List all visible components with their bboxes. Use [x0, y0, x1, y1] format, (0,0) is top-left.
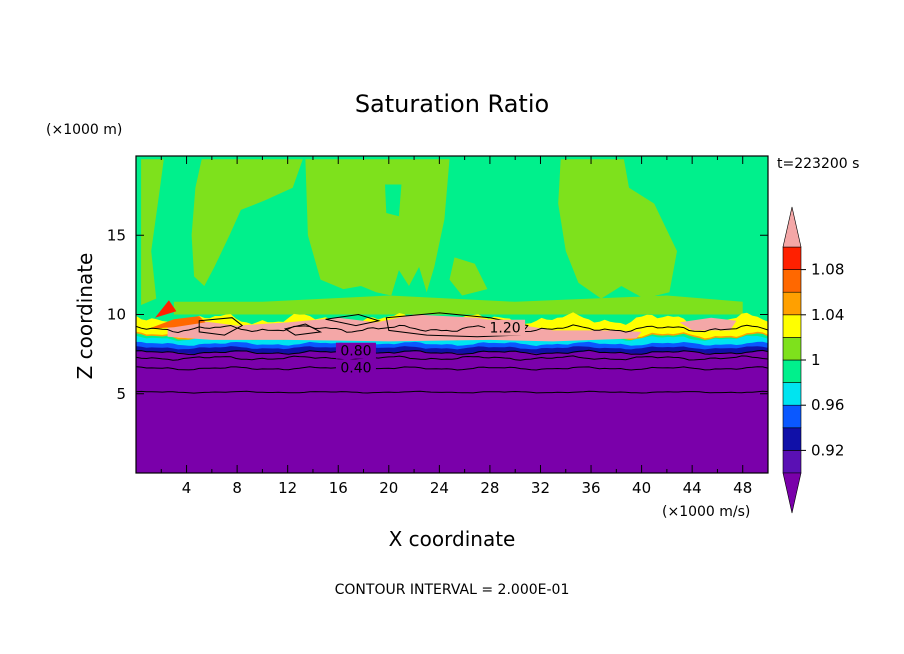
supersat-column — [305, 159, 450, 296]
subsat-hole — [385, 184, 402, 217]
x-tick-label: 24 — [430, 479, 449, 497]
x-tick-label: 4 — [182, 479, 192, 497]
contour-label-bg — [335, 342, 376, 359]
contour-label: 1.20 — [490, 321, 521, 337]
x-axis-unit: (×1000 m/s) — [662, 504, 750, 520]
supersat-column — [558, 159, 677, 299]
colorbar-tick-label: 1.08 — [811, 261, 844, 279]
colorbar-segment — [782, 291, 802, 316]
x-tick-label: 40 — [632, 479, 651, 497]
x-axis-title: X coordinate — [389, 527, 516, 551]
y-axis-ticks: 5 10 15 — [107, 226, 768, 403]
contour-label-bg — [335, 359, 376, 376]
y-tick-label: 10 — [107, 306, 126, 324]
colorbar-bottom-arrow — [782, 472, 802, 514]
colorbar-segment — [782, 404, 802, 429]
colorbar-segment — [782, 246, 802, 270]
colorbar-tick-label: 1.04 — [811, 306, 844, 324]
x-tick-label: 20 — [379, 479, 398, 497]
x-tick-label: 28 — [480, 479, 499, 497]
supersat-layer-red — [155, 300, 177, 318]
colorbar: 1.08 1.04 1 0.96 0.92 — [782, 206, 844, 514]
supersat-column — [141, 159, 164, 305]
x-tick-label: 44 — [683, 479, 702, 497]
contour-line — [136, 355, 768, 362]
colorbar-segment — [782, 450, 802, 474]
time-label: t=223200 s — [777, 156, 859, 172]
y-axis-title: Z coordinate — [73, 253, 97, 380]
contour-label-bg — [485, 319, 526, 336]
chart-title: Saturation Ratio — [355, 90, 549, 118]
x-tick-label: 12 — [278, 479, 297, 497]
contour-line — [283, 323, 323, 336]
y-axis-unit: (×1000 m) — [46, 122, 122, 138]
contour-line-layer: 0.400.80 1.20 — [136, 312, 768, 394]
contour-label: 0.40 — [340, 360, 371, 376]
contour-interval-note: CONTOUR INTERVAL = 2.000E-01 — [335, 582, 570, 598]
colorbar-segment — [782, 314, 802, 338]
x-tick-label: 48 — [733, 479, 752, 497]
plot-area: 0.400.80 1.20 — [135, 155, 769, 474]
contour-line — [136, 390, 768, 394]
contour-line — [136, 349, 768, 356]
supersat-layer-red — [148, 316, 206, 329]
colorbar-tick-label: 0.96 — [811, 396, 844, 414]
colorbar-segment — [782, 359, 802, 383]
colorbar-tick-label: 0.92 — [811, 441, 844, 459]
supersat-layer-pink — [679, 317, 737, 331]
x-tick-label: 32 — [531, 479, 550, 497]
contour-label: 0.80 — [340, 344, 371, 360]
x-tick-label: 16 — [329, 479, 348, 497]
colorbar-segment — [782, 382, 802, 406]
cloud-band-navy — [136, 346, 768, 355]
contour-line — [325, 313, 381, 327]
colorbar-tick-label: 1 — [811, 351, 821, 369]
supersat-column — [449, 257, 488, 296]
colorbar-segment — [782, 427, 802, 451]
supersat-column — [173, 295, 743, 315]
x-tick-label: 8 — [232, 479, 242, 497]
y-tick-label: 5 — [116, 385, 126, 403]
contour-line — [136, 324, 768, 334]
x-axis-ticks: 4 8 12 16 20 24 28 32 36 40 44 48 — [160, 156, 752, 497]
contour-line — [136, 366, 768, 371]
colorbar-segment — [782, 269, 802, 293]
lower-dry-region — [136, 343, 768, 473]
supersat-column — [191, 159, 303, 286]
colorbar-segment — [782, 337, 802, 361]
contour-line — [198, 317, 244, 336]
y-tick-label: 15 — [107, 226, 126, 244]
x-tick-label: 36 — [581, 479, 600, 497]
colorbar-top-arrow — [782, 206, 802, 248]
